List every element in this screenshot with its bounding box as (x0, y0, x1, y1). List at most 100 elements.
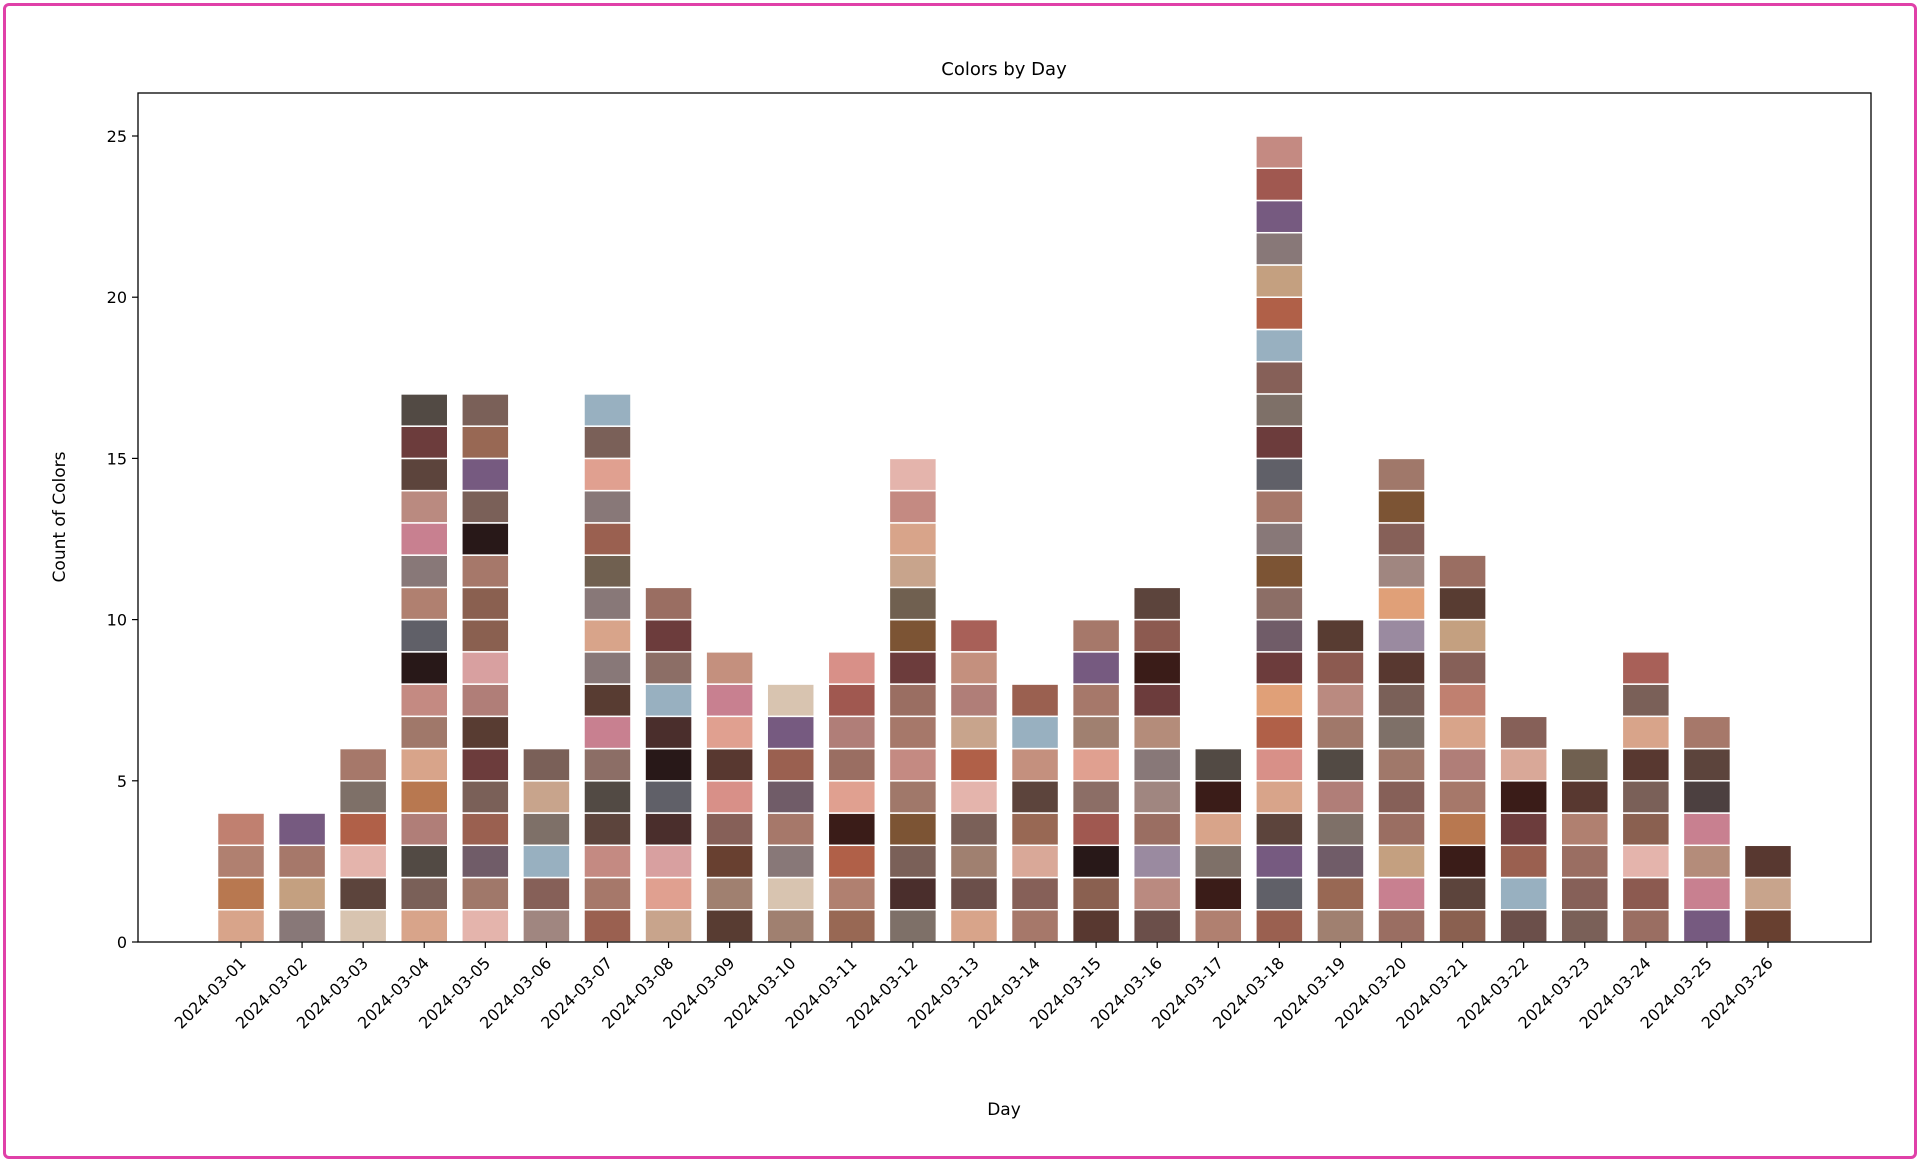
color-block-2024-03-07-11 (583, 586, 632, 621)
color-block-2024-03-07-15 (583, 457, 632, 492)
color-block-2024-03-01-4 (216, 812, 266, 847)
color-block-2024-03-18-2 (1255, 876, 1304, 911)
color-block-2024-03-18-4 (1255, 812, 1304, 847)
color-block-2024-03-06-2 (522, 876, 571, 911)
color-block-2024-03-12-7 (888, 715, 938, 750)
color-block-2024-03-07-10 (583, 618, 632, 653)
color-block-2024-03-01-2 (216, 876, 266, 911)
color-block-2024-03-20-14 (1377, 489, 1426, 524)
color-block-2024-03-19-3 (1316, 844, 1365, 879)
color-block-2024-03-23-3 (1560, 844, 1610, 879)
color-block-2024-03-15-5 (1071, 780, 1121, 814)
color-block-2024-03-17-5 (1194, 780, 1243, 814)
color-block-2024-03-17-2 (1194, 876, 1243, 911)
color-block-2024-03-14-8 (1010, 683, 1060, 718)
color-block-2024-03-06-5 (522, 780, 571, 814)
y-axis: 0 5 10 15 20 25 (107, 127, 138, 952)
color-block-2024-03-13-7 (949, 715, 999, 750)
color-block-2024-03-25-3 (1682, 844, 1732, 879)
color-block-2024-03-14-3 (1010, 844, 1060, 879)
color-block-2024-03-12-6 (888, 747, 938, 782)
color-block-2024-03-07-6 (583, 747, 632, 782)
color-block-2024-03-13-4 (949, 812, 999, 847)
color-block-2024-03-18-16 (1255, 425, 1304, 460)
color-block-2024-03-23-4 (1560, 812, 1610, 847)
color-block-2024-03-03-3 (338, 844, 388, 879)
color-block-2024-03-16-10 (1132, 618, 1182, 653)
color-block-2024-03-14-5 (1010, 780, 1060, 814)
color-block-2024-03-12-5 (888, 780, 938, 814)
color-block-2024-03-23-6 (1560, 747, 1610, 782)
color-block-2024-03-21-5 (1438, 780, 1487, 814)
color-block-2024-03-16-4 (1132, 812, 1182, 847)
color-block-2024-03-25-4 (1682, 812, 1732, 847)
color-block-2024-03-20-5 (1377, 780, 1426, 814)
color-block-2024-03-22-7 (1499, 715, 1548, 750)
color-block-2024-03-13-1 (949, 909, 999, 943)
color-block-2024-03-07-8 (583, 683, 632, 718)
color-block-2024-03-21-1 (1438, 909, 1487, 943)
y-tick-label: 10 (107, 611, 127, 630)
color-block-2024-03-02-1 (277, 909, 327, 943)
color-block-2024-03-21-7 (1438, 715, 1487, 750)
color-block-2024-03-11-6 (827, 747, 877, 782)
color-block-2024-03-10-6 (766, 747, 815, 782)
color-block-2024-03-05-2 (461, 876, 510, 911)
color-block-2024-03-21-3 (1438, 844, 1487, 879)
color-block-2024-03-04-13 (399, 522, 449, 556)
color-block-2024-03-21-2 (1438, 876, 1487, 911)
color-block-2024-03-04-7 (399, 715, 449, 750)
color-block-2024-03-21-6 (1438, 747, 1487, 782)
color-block-2024-03-23-1 (1560, 909, 1610, 943)
color-block-2024-03-23-2 (1560, 876, 1610, 911)
color-block-2024-03-11-8 (827, 683, 877, 718)
plot-frame (137, 92, 1872, 943)
color-block-2024-03-10-8 (766, 683, 815, 718)
x-axis: 2024-03-012024-03-022024-03-032024-03-04… (171, 942, 1777, 1033)
color-block-2024-03-03-2 (338, 876, 388, 911)
color-block-2024-03-11-7 (827, 715, 877, 750)
color-block-2024-03-18-14 (1255, 489, 1304, 524)
y-tick-label: 0 (117, 933, 127, 952)
color-block-2024-03-08-8 (644, 683, 693, 718)
color-block-2024-03-04-2 (399, 876, 449, 911)
color-block-2024-03-24-2 (1621, 876, 1671, 911)
color-block-2024-03-05-15 (461, 457, 510, 492)
color-block-2024-03-22-3 (1499, 844, 1548, 879)
color-block-2024-03-04-11 (399, 586, 449, 621)
color-block-2024-03-08-2 (644, 876, 693, 911)
color-block-2024-03-07-3 (583, 844, 632, 879)
color-block-2024-03-04-14 (399, 489, 449, 524)
color-block-2024-03-13-5 (949, 780, 999, 814)
color-block-2024-03-10-5 (766, 780, 815, 814)
color-block-2024-03-15-10 (1071, 618, 1121, 653)
color-block-2024-03-18-17 (1255, 393, 1304, 427)
color-block-2024-03-12-3 (888, 844, 938, 879)
color-block-2024-03-18-19 (1255, 328, 1304, 363)
color-block-2024-03-11-3 (827, 844, 877, 879)
color-block-2024-03-15-6 (1071, 747, 1121, 782)
color-block-2024-03-04-3 (399, 844, 449, 879)
color-block-2024-03-18-20 (1255, 296, 1304, 331)
color-block-2024-03-24-3 (1621, 844, 1671, 879)
color-block-2024-03-25-6 (1682, 747, 1732, 782)
color-block-2024-03-21-8 (1438, 683, 1487, 718)
color-block-2024-03-18-21 (1255, 264, 1304, 298)
color-block-2024-03-11-5 (827, 780, 877, 814)
color-block-2024-03-24-1 (1621, 909, 1671, 943)
y-tick-label: 15 (107, 449, 127, 468)
color-block-2024-03-12-12 (888, 554, 938, 589)
color-block-2024-03-10-7 (766, 715, 815, 750)
color-block-2024-03-05-16 (461, 425, 510, 460)
color-block-2024-03-20-3 (1377, 844, 1426, 879)
color-block-2024-03-09-6 (705, 747, 754, 782)
color-block-2024-03-18-24 (1255, 167, 1304, 202)
color-block-2024-03-07-16 (583, 425, 632, 460)
color-block-2024-03-06-4 (522, 812, 571, 847)
color-block-2024-03-21-4 (1438, 812, 1487, 847)
color-block-2024-03-15-1 (1071, 909, 1121, 943)
color-block-2024-03-18-8 (1255, 683, 1304, 718)
color-block-2024-03-14-1 (1010, 909, 1060, 943)
color-block-2024-03-09-5 (705, 780, 754, 814)
color-block-2024-03-20-11 (1377, 586, 1426, 621)
